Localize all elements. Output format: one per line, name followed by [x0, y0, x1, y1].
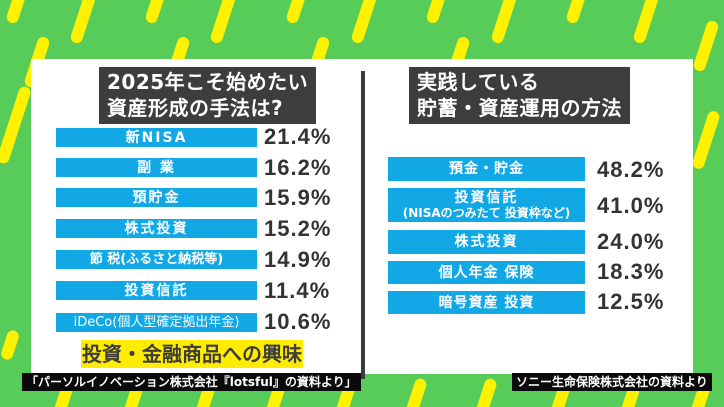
stripe-decoration: [69, 0, 97, 45]
stripe-decoration: [691, 109, 721, 171]
bar-label: 投資信託: [454, 190, 519, 206]
right-value-1: 41.0%: [597, 193, 665, 218]
stripe-decoration: [474, 377, 498, 407]
stripe-decoration: [404, 377, 428, 407]
bar-label: 預貯金: [132, 189, 181, 206]
right-value-4: 12.5%: [597, 289, 665, 314]
stripe-decoration: [692, 19, 720, 73]
stripe-decoration: [490, 0, 518, 45]
stripe-decoration: [5, 0, 33, 25]
right-title: 実践している 貯蓄・資産運用の方法: [409, 67, 630, 124]
bar-label: 節 税(ふるさと納税等): [89, 251, 224, 267]
bar-label: 株式投資: [124, 220, 189, 237]
left-value-4: 14.9%: [264, 247, 332, 272]
right-value-2: 24.0%: [597, 229, 665, 254]
stripe-decoration: [144, 0, 172, 25]
right-value-0: 48.2%: [597, 157, 665, 182]
left-value-6: 10.6%: [264, 309, 332, 334]
right-title-line2: 貯蓄・資産運用の方法: [417, 96, 622, 120]
right-bar-2: 株式投資: [388, 230, 585, 254]
bar-label: 個人年金 保険: [438, 264, 535, 281]
right-source-caption: ソニー生命保険株式会社の資料より: [512, 373, 712, 391]
bar-label: 預金・貯金: [449, 161, 524, 177]
bar-label: 投資信託: [124, 282, 189, 299]
left-bar-2: 預貯金: [56, 188, 257, 207]
left-value-0: 21.4%: [264, 124, 332, 149]
left-bar-4: 節 税(ふるさと納税等): [56, 250, 257, 269]
right-bar-0: 預金・貯金: [388, 157, 585, 181]
bar-label: iDeCo(個人型確定拠出年金): [73, 314, 240, 330]
bar-label: 暗号資産 投資: [438, 294, 535, 311]
left-value-5: 11.4%: [264, 278, 331, 303]
right-value-3: 18.3%: [597, 259, 665, 284]
right-bar-1: 投資信託 (NISAのつみたて 投資枠など): [388, 188, 585, 222]
bar-label: 新NISA: [125, 129, 188, 146]
left-source-caption: 「パーソルイノベーション株式会社『lotsful』の資料より」: [22, 373, 361, 391]
stripe-decoration: [0, 85, 33, 165]
left-title: 2025年こそ始めたい 資産形成の手法は?: [99, 67, 317, 124]
stripe-decoration: [350, 0, 378, 45]
highlight-label: 投資・金融商品への興味: [81, 340, 303, 368]
left-title-line1: 2025年こそ始めたい: [107, 70, 309, 94]
left-value-1: 16.2%: [264, 155, 332, 180]
left-bar-0: 新NISA: [56, 128, 257, 147]
stripe-decoration: [565, 0, 593, 25]
left-value-3: 15.2%: [264, 216, 332, 241]
right-bar-3: 個人年金 保険: [388, 261, 585, 284]
left-bar-5: 投資信託: [56, 281, 257, 300]
right-bar-4: 暗号資産 投資: [388, 291, 585, 314]
stripe-decoration: [632, 0, 660, 45]
bar-label: 株式投資: [454, 234, 519, 250]
left-bar-3: 株式投資: [56, 219, 257, 238]
right-title-line1: 実践している: [417, 70, 540, 94]
bar-sublabel: (NISAのつみたて 投資枠など): [402, 206, 571, 220]
stripe-decoration: [0, 328, 21, 362]
left-bar-1: 副 業: [56, 158, 257, 177]
bar-label: 副 業: [137, 159, 176, 176]
section-divider: [361, 71, 365, 379]
stripe-decoration: [285, 0, 313, 25]
left-bar-6: iDeCo(個人型確定拠出年金): [56, 313, 257, 332]
left-value-2: 15.9%: [264, 185, 332, 210]
stripe-decoration: [209, 0, 237, 45]
left-title-line2: 資産形成の手法は?: [107, 96, 284, 120]
stripe-decoration: [425, 0, 453, 25]
